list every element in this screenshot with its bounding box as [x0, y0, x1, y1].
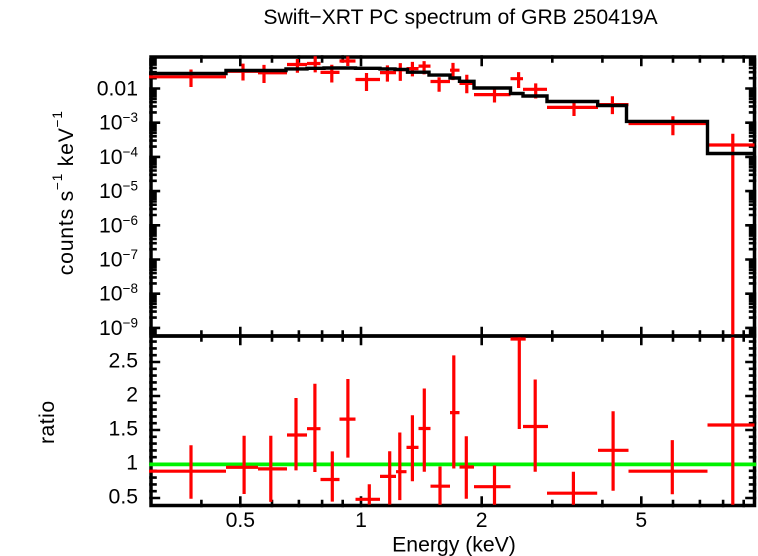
svg-text:1: 1	[355, 509, 367, 532]
svg-text:1.5: 1.5	[109, 418, 138, 441]
svg-text:10−4: 10−4	[99, 144, 138, 169]
svg-text:2.5: 2.5	[109, 350, 138, 373]
svg-text:Energy (keV): Energy (keV)	[392, 534, 516, 556]
svg-text:Swift−XRT PC spectrum of GRB 2: Swift−XRT PC spectrum of GRB 250419A	[263, 6, 658, 29]
svg-text:ratio: ratio	[36, 400, 59, 444]
svg-text:counts s−1 keV−1: counts s−1 keV−1	[50, 110, 78, 275]
svg-text:0.5: 0.5	[109, 486, 138, 509]
svg-text:2: 2	[126, 384, 138, 407]
svg-text:0.01: 0.01	[97, 78, 138, 101]
svg-text:1: 1	[126, 452, 138, 475]
svg-text:0.5: 0.5	[226, 509, 255, 532]
svg-text:5: 5	[635, 509, 647, 532]
svg-text:2: 2	[476, 509, 488, 532]
